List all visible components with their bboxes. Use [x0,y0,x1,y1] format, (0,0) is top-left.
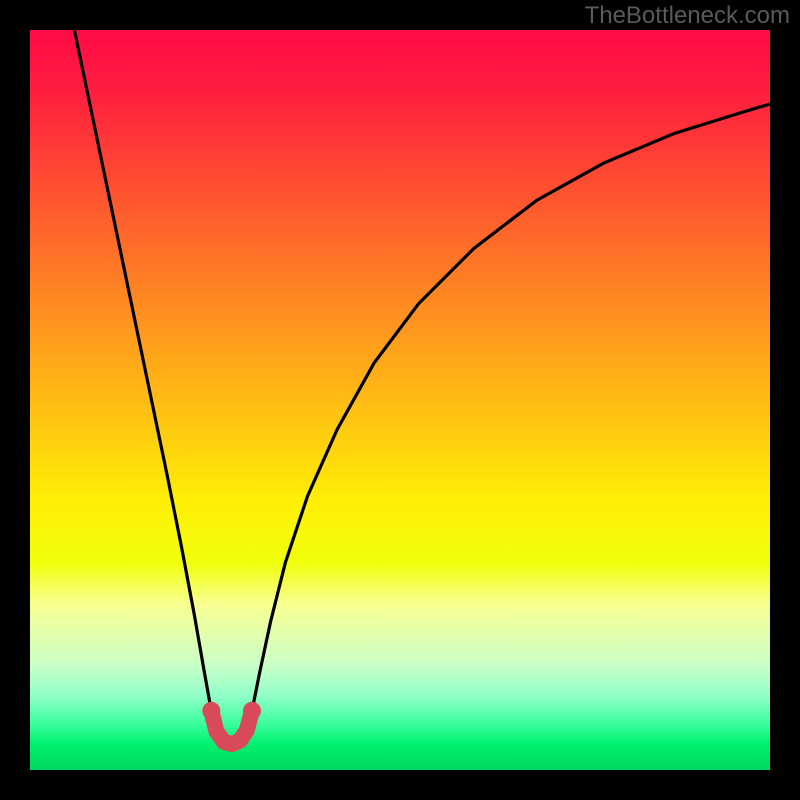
valley-marker-dot-left [202,702,220,720]
valley-marker-dot-right [243,702,261,720]
chart-container: TheBottleneck.com [0,0,800,800]
watermark-text: TheBottleneck.com [585,2,790,30]
chart-svg [30,30,770,770]
plot-area [30,30,770,770]
